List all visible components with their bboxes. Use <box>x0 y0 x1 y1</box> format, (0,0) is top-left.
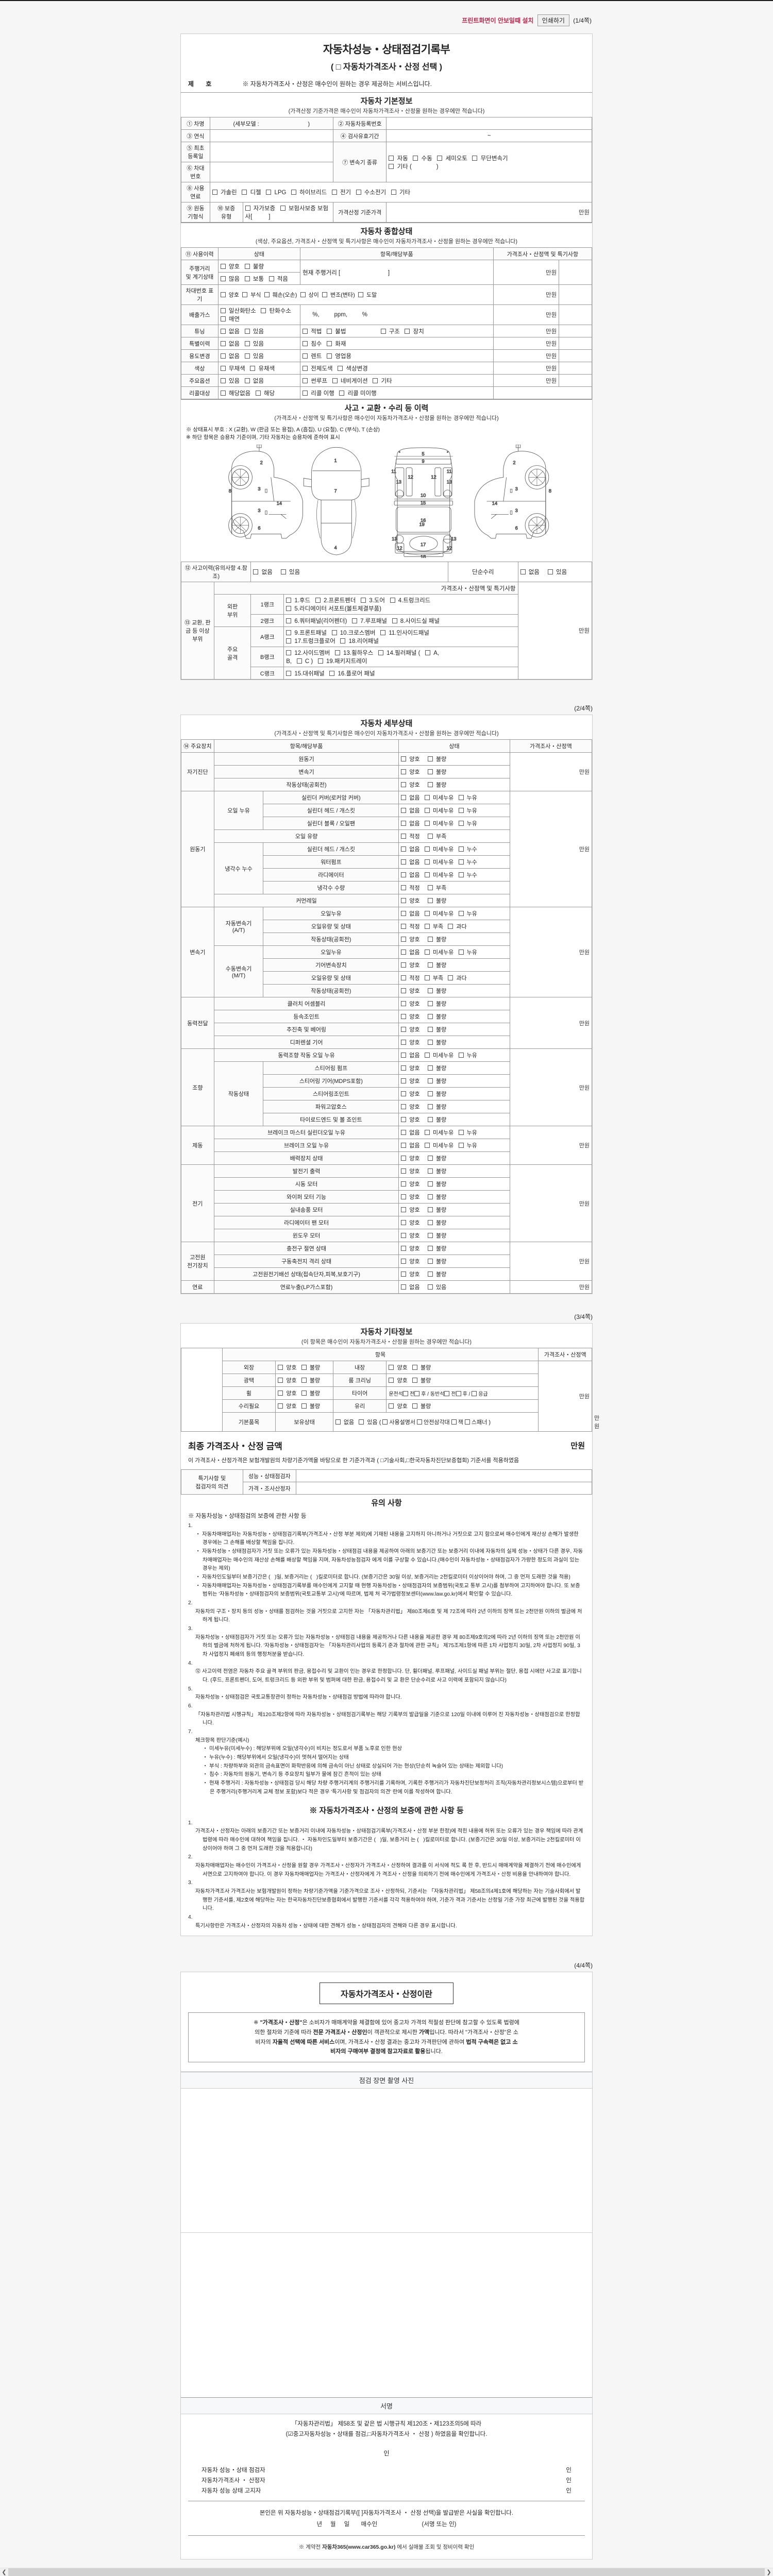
svg-text:13: 13 <box>447 479 452 484</box>
svg-text:12: 12 <box>447 546 452 551</box>
svg-text:18: 18 <box>421 554 426 558</box>
svg-text:12: 12 <box>408 474 413 480</box>
svg-text:12: 12 <box>397 546 402 551</box>
svg-text:17: 17 <box>421 542 426 547</box>
svg-text:11: 11 <box>447 469 452 474</box>
svg-text:15: 15 <box>421 500 426 505</box>
svg-text:10: 10 <box>421 493 426 498</box>
svg-text:6: 6 <box>258 526 260 531</box>
svg-text:9: 9 <box>422 459 425 464</box>
svg-text:8: 8 <box>229 488 231 494</box>
svg-text:3: 3 <box>515 486 518 492</box>
svg-text:11: 11 <box>391 469 396 474</box>
svg-text:13: 13 <box>396 479 401 484</box>
svg-text:8: 8 <box>549 488 551 494</box>
svg-text:2: 2 <box>513 460 515 465</box>
svg-text:6: 6 <box>515 526 518 531</box>
svg-text:14: 14 <box>277 501 282 506</box>
svg-text:7: 7 <box>334 488 337 494</box>
svg-text:2: 2 <box>260 460 263 465</box>
svg-text:1: 1 <box>334 458 337 463</box>
svg-text:5: 5 <box>422 451 425 456</box>
svg-text:13: 13 <box>451 536 456 541</box>
svg-text:13: 13 <box>392 536 397 541</box>
svg-text:12: 12 <box>431 474 436 480</box>
svg-text:19: 19 <box>419 522 424 527</box>
svg-text:3: 3 <box>258 486 260 492</box>
svg-text:3: 3 <box>258 508 260 513</box>
svg-text:14: 14 <box>492 501 497 506</box>
svg-text:4: 4 <box>334 545 337 550</box>
svg-text:3: 3 <box>515 508 518 513</box>
